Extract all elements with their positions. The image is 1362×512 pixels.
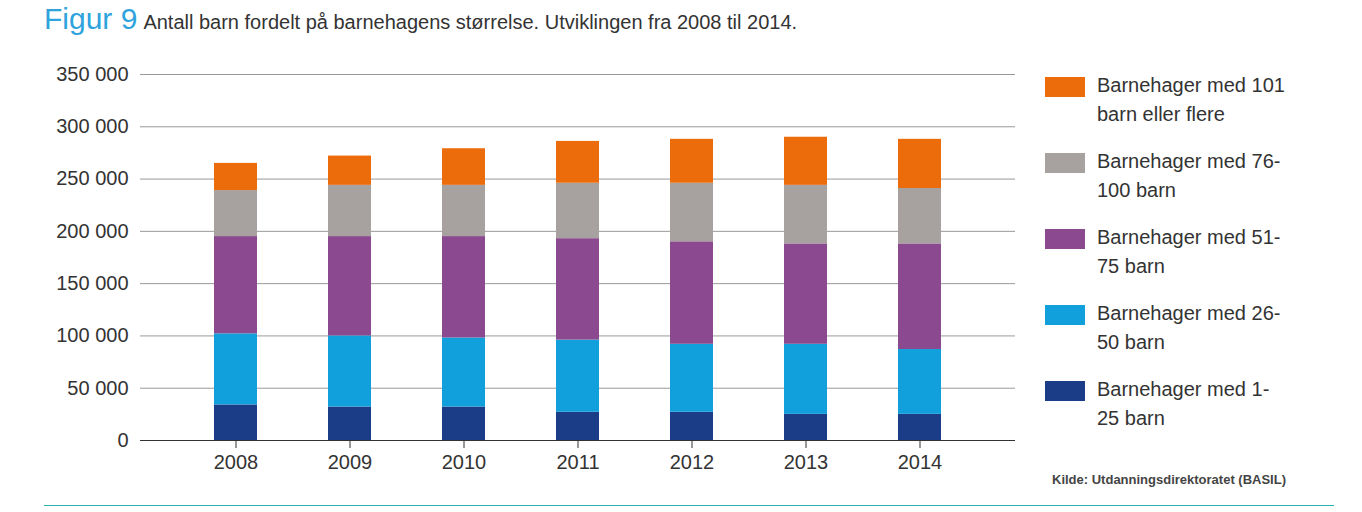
svg-text:2011: 2011 [556,451,599,473]
svg-text:2012: 2012 [670,451,715,473]
svg-text:2009: 2009 [328,451,373,473]
svg-text:200 000: 200 000 [56,220,128,242]
svg-text:100 000: 100 000 [56,324,128,346]
svg-text:2008: 2008 [214,451,259,473]
html-text:Figur 9 Antall barn fordelt på: Figur 9 Antall barn fordelt på barnehage… [44,2,798,35]
svg-text:2013: 2013 [784,451,829,473]
html-text:Barnehager med 1-25 barn: Barnehager med 1-25 barn [1097,378,1270,429]
html-text:Barnehager med 51-75 barn: Barnehager med 51-75 barn [1097,226,1281,277]
svg-text:350 000: 350 000 [56,63,128,85]
svg-text:50 000: 50 000 [67,377,128,399]
svg-text:2014: 2014 [898,451,943,473]
svg-text:0: 0 [117,429,128,451]
html-text:Kilde: Utdanningsdirektoratet: Kilde: Utdanningsdirektoratet (BASIL) [1052,472,1286,487]
svg-text:300 000: 300 000 [56,115,128,137]
svg-text:250 000: 250 000 [56,167,128,189]
svg-text:2010: 2010 [442,451,487,473]
html-text:Barnehager med 101 barn eller: Barnehager med 101 barn eller flere [1097,74,1285,125]
html-text:Barnehager med 76-100 barn: Barnehager med 76-100 barn [1097,150,1281,201]
svg-text:150 000: 150 000 [56,272,128,294]
html-text:Barnehager med 26-50 barn: Barnehager med 26-50 barn [1097,302,1281,353]
